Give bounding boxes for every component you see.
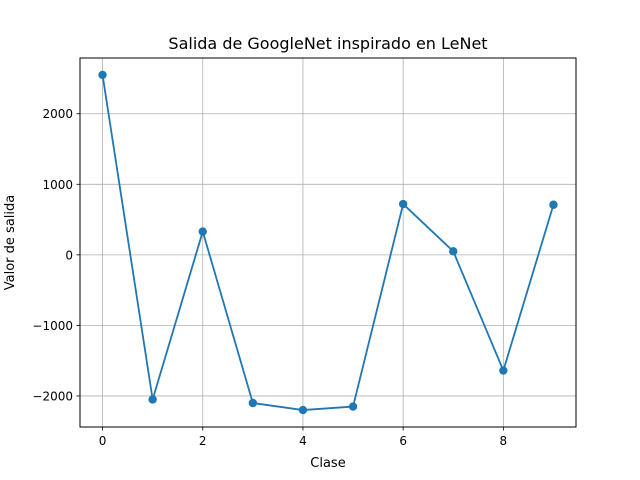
data-point xyxy=(148,395,157,404)
y-tick-label: 0 xyxy=(65,248,73,262)
data-point xyxy=(449,247,458,256)
x-tick-label: 0 xyxy=(99,434,107,448)
data-point xyxy=(248,398,258,408)
y-tick-label: 2000 xyxy=(42,107,73,121)
data-point xyxy=(398,199,408,209)
plot-frame xyxy=(79,57,577,428)
data-point xyxy=(98,70,107,80)
series-line xyxy=(101,74,555,411)
y-tick-label: −2000 xyxy=(32,389,73,403)
chart-title: Salida de GoogleNet inspirado en LeNet xyxy=(168,34,487,53)
axis-ticks: 0 2 4 6 8 −2000 −1000 0 1000 2000 xyxy=(32,107,507,448)
y-tick-label: 1000 xyxy=(42,178,73,192)
series-group xyxy=(98,70,558,415)
data-point xyxy=(348,402,358,411)
y-axis-label: Valor de salida xyxy=(3,195,18,290)
grid-lines xyxy=(80,58,576,427)
x-tick-label: 4 xyxy=(299,434,307,448)
data-point xyxy=(499,366,508,375)
data-point xyxy=(298,405,308,415)
data-point xyxy=(549,200,558,209)
x-tick-label: 6 xyxy=(399,434,407,448)
x-axis-label: Clase xyxy=(310,456,345,471)
y-tick-label: −1000 xyxy=(32,319,73,333)
data-point xyxy=(198,227,207,236)
x-tick-label: 8 xyxy=(500,434,508,448)
x-tick-label: 2 xyxy=(199,434,207,448)
